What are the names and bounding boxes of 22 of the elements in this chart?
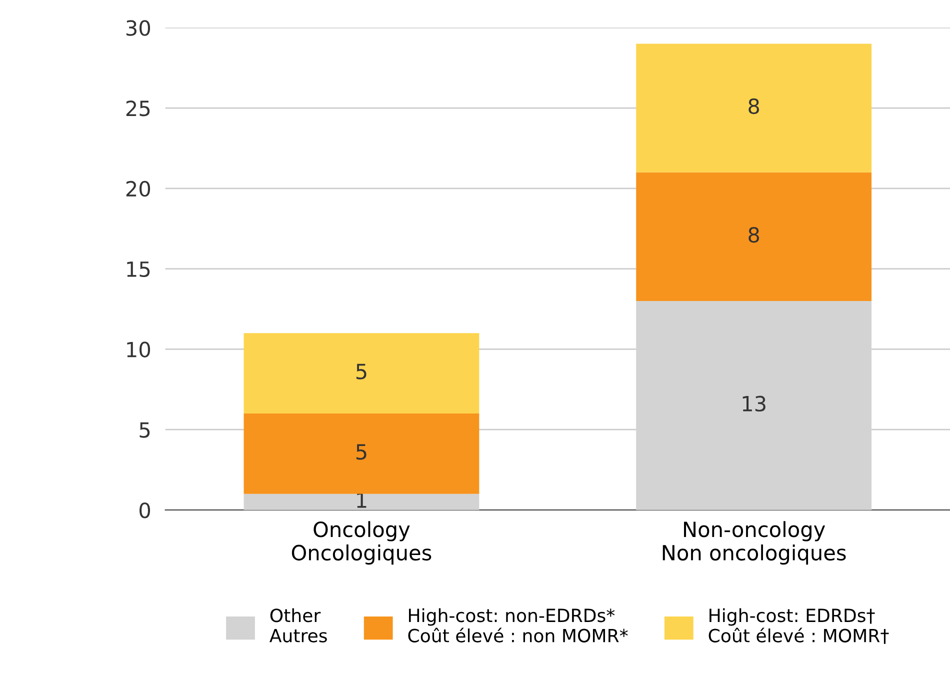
y-tick-label: 0 [140,502,150,518]
bar [636,44,872,172]
bar [244,494,480,510]
data-label: 8 [748,226,760,243]
bar [636,172,872,301]
legend-label: Other Autres [270,608,327,642]
x-tick-label: Non-oncology Non oncologiques [662,521,846,565]
data-label: 8 [748,98,760,114]
legend-label: High-cost: non-EDRDs* Coût élevé : non MOMR* [408,608,628,642]
y-tick-label: 15 [127,262,150,278]
legend-label: High-cost: EDRDs† Coût élevé : MOMR† [708,608,889,644]
data-label: 5 [356,444,366,460]
bar [244,333,480,414]
y-tick-label: 30 [126,20,150,36]
y-tick-label: 25 [126,100,150,116]
y-tick-label: 20 [126,180,150,197]
x-tick-label: Oncology Oncologiques [292,521,432,565]
bar [244,414,480,494]
y-tick-label: 5 [140,422,150,438]
data-label: 13 [742,396,766,412]
y-tick-label: 10 [127,342,150,358]
data-label: 5 [356,364,366,380]
